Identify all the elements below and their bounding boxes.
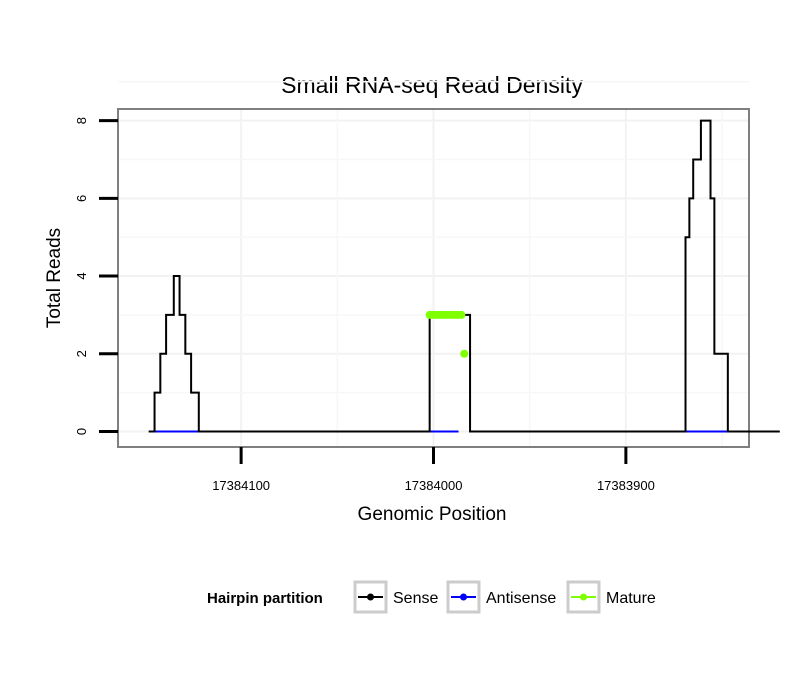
sense-line [148,119,780,433]
x-tick-label-2: 17383900 [597,478,655,493]
mature-point-11 [457,310,466,319]
legend-title: Hairpin partition [207,590,323,607]
legend: Hairpin partition Sense Antisense Mature [207,580,656,614]
mature-point-12 [460,349,469,358]
y-tick-label-0: 0 [74,428,89,435]
y-tick-label-4: 8 [74,117,89,124]
x-axis: 17384100 17384000 17383900 [212,447,655,493]
series-layer [148,119,780,433]
legend-label-0: Sense [393,590,438,607]
plot-panel [117,81,750,448]
legend-key-point-2 [580,593,587,601]
legend-label-1: Antisense [486,590,556,607]
y-tick-label-2: 4 [74,272,89,279]
y-tick-label-1: 2 [74,350,89,357]
y-axis-title: Total Reads [44,228,65,328]
legend-key-point-0 [367,593,374,601]
legend-key-point-1 [460,593,467,601]
x-tick-label-1: 17384000 [405,478,463,493]
legend-label-2: Mature [606,590,656,607]
y-axis: 0 2 4 6 8 [74,117,118,435]
chart-title: Small RNA-seq Read Density [281,72,583,98]
y-tick-label-3: 6 [74,195,89,202]
x-axis-title: Genomic Position [358,504,507,525]
x-tick-label-0: 17384100 [212,478,270,493]
